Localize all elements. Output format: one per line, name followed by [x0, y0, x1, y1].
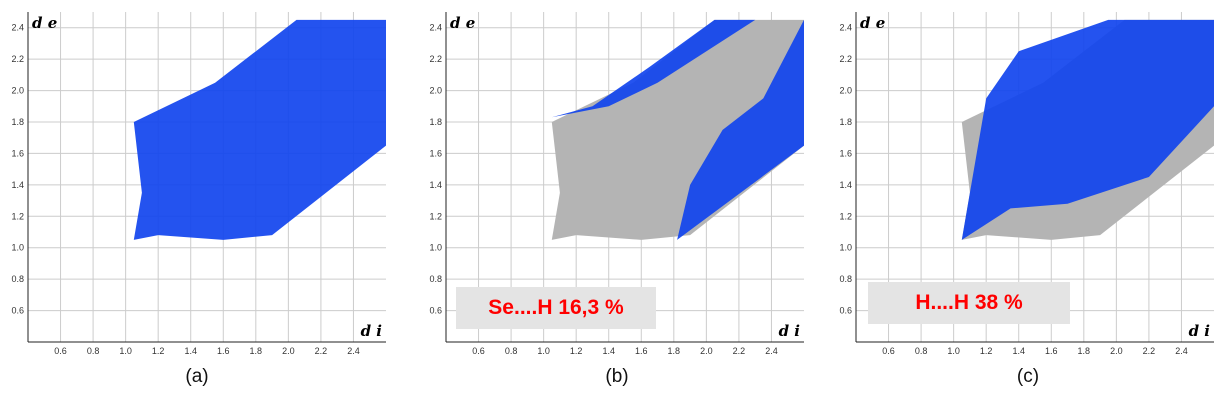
x-tick-label: 2.4 — [1175, 346, 1188, 356]
x-tick-label: 0.8 — [915, 346, 928, 356]
x-tick-label: 1.4 — [602, 346, 615, 356]
y-tick-label: 0.6 — [11, 306, 24, 316]
data-region-h-se — [677, 19, 804, 240]
y-tick-label: 1.6 — [11, 148, 24, 158]
x-tick-label: 1.8 — [668, 346, 681, 356]
x-tick-label: 1.2 — [980, 346, 993, 356]
x-tick-label: 2.4 — [347, 346, 360, 356]
y-axis-label: d e — [32, 14, 57, 32]
x-axis-label: d i — [361, 322, 383, 340]
x-tick-label: 2.2 — [1143, 346, 1156, 356]
x-tick-label: 1.0 — [537, 346, 550, 356]
hirshfeld-fingerprint-plot-b: 0.6 0.8 1.0 1.2 1.4 1.6 1.8 2.0 2.2 2.4 0.6 0.8 1.0 1… — [429, 12, 804, 356]
x-tick-label: 2.0 — [700, 346, 713, 356]
contact-percentage-c: H....H 38 % — [915, 291, 1023, 314]
x-axis-label: d i — [1189, 322, 1211, 340]
data-region-se-h — [551, 19, 756, 118]
x-tick-label: 1.4 — [1012, 346, 1025, 356]
x-tick-label: 1.2 — [152, 346, 165, 356]
y-tick-label: 1.8 — [11, 117, 24, 127]
x-tick-label: 2.4 — [765, 346, 778, 356]
y-tick-label: 1.6 — [839, 148, 852, 158]
x-tick-label: 2.0 — [1110, 346, 1123, 356]
y-tick-label: 1.0 — [839, 243, 852, 253]
y-tick-label: 2.0 — [429, 86, 442, 96]
data-regions — [961, 19, 1214, 240]
x-tick-label: 1.6 — [217, 346, 230, 356]
y-tick-label: 2.4 — [839, 23, 852, 33]
y-tick-label: 2.4 — [429, 23, 442, 33]
y-tick-label: 2.2 — [839, 54, 852, 64]
data-region-h-h — [961, 19, 1214, 240]
y-tick-label: 2.2 — [429, 54, 442, 64]
y-tick-label: 0.8 — [429, 274, 442, 284]
hirshfeld-fingerprint-plot-c: 0.6 0.8 1.0 1.2 1.4 1.6 1.8 2.0 2.2 2.4 0.6 0.8 1.0 1… — [839, 12, 1214, 356]
x-tick-label: 1.4 — [184, 346, 197, 356]
y-tick-label: 1.2 — [11, 211, 24, 221]
y-tick-label: 0.8 — [11, 274, 24, 284]
y-tick-label: 0.6 — [429, 306, 442, 316]
y-tick-label: 1.0 — [11, 243, 24, 253]
x-tick-label: 1.0 — [119, 346, 132, 356]
y-tick-label: 1.4 — [839, 180, 852, 190]
x-tick-label: 0.8 — [87, 346, 100, 356]
y-tick-label: 1.0 — [429, 243, 442, 253]
x-tick-label: 2.2 — [315, 346, 328, 356]
y-axis-label: d e — [450, 14, 475, 32]
y-tick-label: 0.6 — [839, 306, 852, 316]
x-tick-label: 1.2 — [570, 346, 583, 356]
y-tick-label: 2.0 — [839, 86, 852, 96]
y-tick-label: 1.2 — [839, 211, 852, 221]
x-tick-label: 1.6 — [1045, 346, 1058, 356]
panel-label-c: (c) — [1016, 366, 1040, 387]
x-tick-label: 0.6 — [472, 346, 485, 356]
y-tick-label: 0.8 — [839, 274, 852, 284]
x-tick-label: 1.8 — [250, 346, 263, 356]
y-tick-label: 1.8 — [429, 117, 442, 127]
contact-percentage-box-b: Se....H 16,3 % — [456, 287, 656, 329]
panel-label-b: (b) — [605, 366, 629, 387]
hirshfeld-fingerprint-plot-a: 0.6 0.8 1.0 1.2 1.4 1.6 1.8 2.0 2.2 2.4 0.6 0.8 1.0 1… — [11, 12, 386, 356]
data-regions — [551, 19, 804, 240]
x-axis-label: d i — [779, 322, 801, 340]
y-tick-label: 1.4 — [429, 180, 442, 190]
x-tick-label: 0.6 — [54, 346, 67, 356]
x-tick-label: 1.0 — [947, 346, 960, 356]
panel-label-a: (a) — [185, 366, 209, 387]
y-tick-label: 1.6 — [429, 148, 442, 158]
x-tick-label: 1.8 — [1078, 346, 1091, 356]
y-tick-label: 2.2 — [11, 54, 24, 64]
x-tick-label: 1.6 — [635, 346, 648, 356]
y-tick-label: 2.0 — [11, 86, 24, 96]
x-tick-label: 0.6 — [882, 346, 895, 356]
contact-percentage-box-c: H....H 38 % — [868, 282, 1070, 324]
y-tick-label: 1.8 — [839, 117, 852, 127]
x-tick-label: 0.8 — [505, 346, 518, 356]
data-regions — [133, 19, 386, 240]
x-tick-label: 2.0 — [282, 346, 295, 356]
contact-percentage-b: Se....H 16,3 % — [488, 296, 624, 319]
y-tick-label: 2.4 — [11, 23, 24, 33]
x-tick-label: 2.2 — [733, 346, 746, 356]
data-region-full-fingerprint — [133, 19, 386, 240]
y-axis-label: d e — [860, 14, 885, 32]
y-tick-label: 1.4 — [11, 180, 24, 190]
y-tick-label: 1.2 — [429, 211, 442, 221]
